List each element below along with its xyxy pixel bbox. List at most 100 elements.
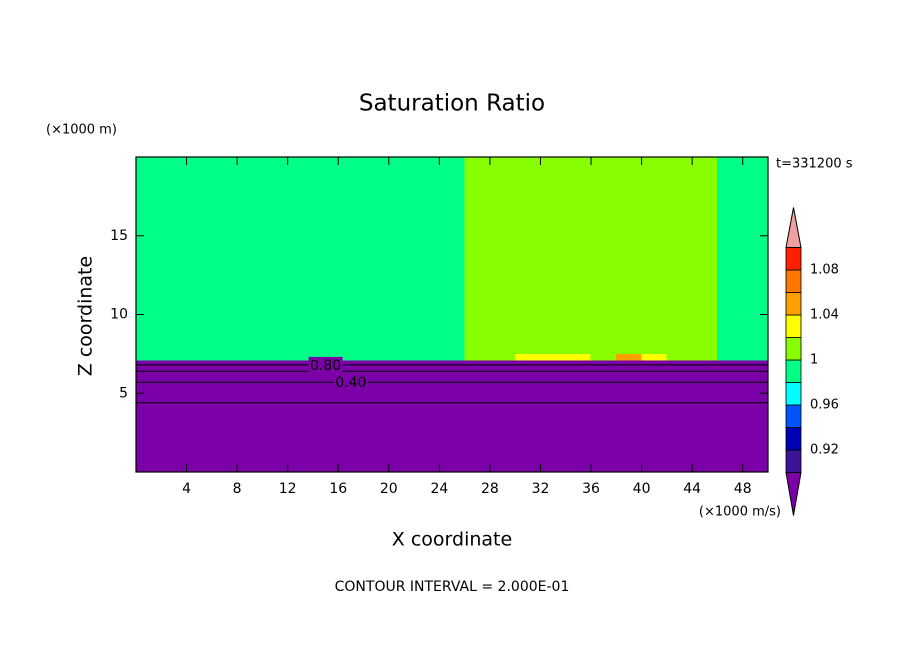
colorbar-box [785,404,802,428]
contour-cell [439,359,465,366]
colorbar-box [785,449,802,473]
contour-cell [514,353,541,361]
contour-cell [135,359,162,366]
contour-cell [616,359,642,366]
contour-cell [742,381,769,404]
contour-cell [211,359,238,366]
contour-cell [363,364,390,372]
contour-cell [514,381,541,404]
contour-cell [135,364,162,372]
contour-cell [262,364,288,372]
contour-cell [565,359,592,366]
contour-cell [540,359,567,366]
x-tick-label: 40 [633,481,651,497]
contour-cell [439,370,465,383]
contour-cell [186,381,213,404]
contour-label: 0.40 [335,375,366,391]
footer: CONTOUR INTERVAL = 2.000E-01 [335,579,570,595]
contour-cell [616,364,642,372]
contour-cell [666,353,693,361]
contour-cell [287,381,314,404]
contour-cell [413,364,440,372]
contour-cell [388,156,415,355]
contour-cell [439,381,465,404]
contour-cell [489,370,516,383]
contour-cell [742,359,769,366]
contour-cell [666,359,693,366]
contour-cell [666,156,693,355]
contour-cell [691,364,718,372]
contour-cell [211,364,238,372]
contour-cell [616,353,642,361]
contour-cell [211,156,238,355]
contour-cell [565,156,592,355]
contour-cell [616,156,642,355]
colorbar-box [785,247,802,271]
contour-cell [236,381,263,404]
colorbar-box [785,314,802,338]
contour-cell [312,156,339,355]
contour-cell [413,156,440,355]
contour-cell [312,402,339,473]
contour-cell [160,381,187,404]
x-tick-label: 24 [430,481,448,497]
contour-cell [540,364,567,372]
contour-cell [262,381,288,404]
y-tick-label: 10 [110,307,128,323]
contour-cell [717,353,744,361]
contour-cell [691,359,718,366]
x-tick-label: 12 [279,481,297,497]
contour-cell [186,156,213,355]
y-unit: (×1000 m) [46,123,117,138]
contour-cell [666,364,693,372]
contour-cell [413,370,440,383]
colorbar-tick-label: 0.96 [810,398,839,413]
contour-label: 0.80 [310,358,341,374]
contour-cell [641,359,668,366]
contour-cell [742,364,769,372]
contour-cell [211,381,238,404]
contour-cell [540,353,567,361]
contour-cell [691,353,718,361]
contour-cell [363,359,390,366]
contour-cell [616,402,642,473]
y-tick-label: 15 [110,228,128,244]
contour-cell [540,156,567,355]
contour-cell [363,402,390,473]
colorbar-tick-label: 1.08 [810,263,839,278]
contour-cell [641,353,668,361]
contour-cell [262,402,288,473]
contour-cell [691,402,718,473]
colorbar-box [785,292,802,316]
x-tick-label: 4 [182,481,191,497]
x-tick-label: 16 [329,481,347,497]
contour-cell [742,156,769,355]
contour-cell [514,402,541,473]
contour-cell [337,402,364,473]
contour-cell [590,359,617,366]
contour-cell [691,156,718,355]
contour-cell [287,156,314,355]
contour-cell [363,156,390,355]
contour-cell [413,402,440,473]
colorbar-over [785,207,802,248]
contour-cell [717,364,744,372]
contour-cell [160,364,187,372]
contour-cell [135,370,162,383]
contour-cell [413,359,440,366]
colorbar-tick-label: 1.04 [810,308,839,323]
colorbar-box [785,382,802,406]
contour-cell [691,381,718,404]
contour-cell [590,353,617,361]
contour-cell [691,370,718,383]
contour-cell [388,353,415,361]
contour-cell [236,353,263,361]
contour-cell [641,381,668,404]
contour-cell [464,381,491,404]
contour-cell [262,353,288,361]
contour-cell [514,156,541,355]
contour-cell [388,359,415,366]
contour-cell [489,353,516,361]
contour-cell [413,353,440,361]
